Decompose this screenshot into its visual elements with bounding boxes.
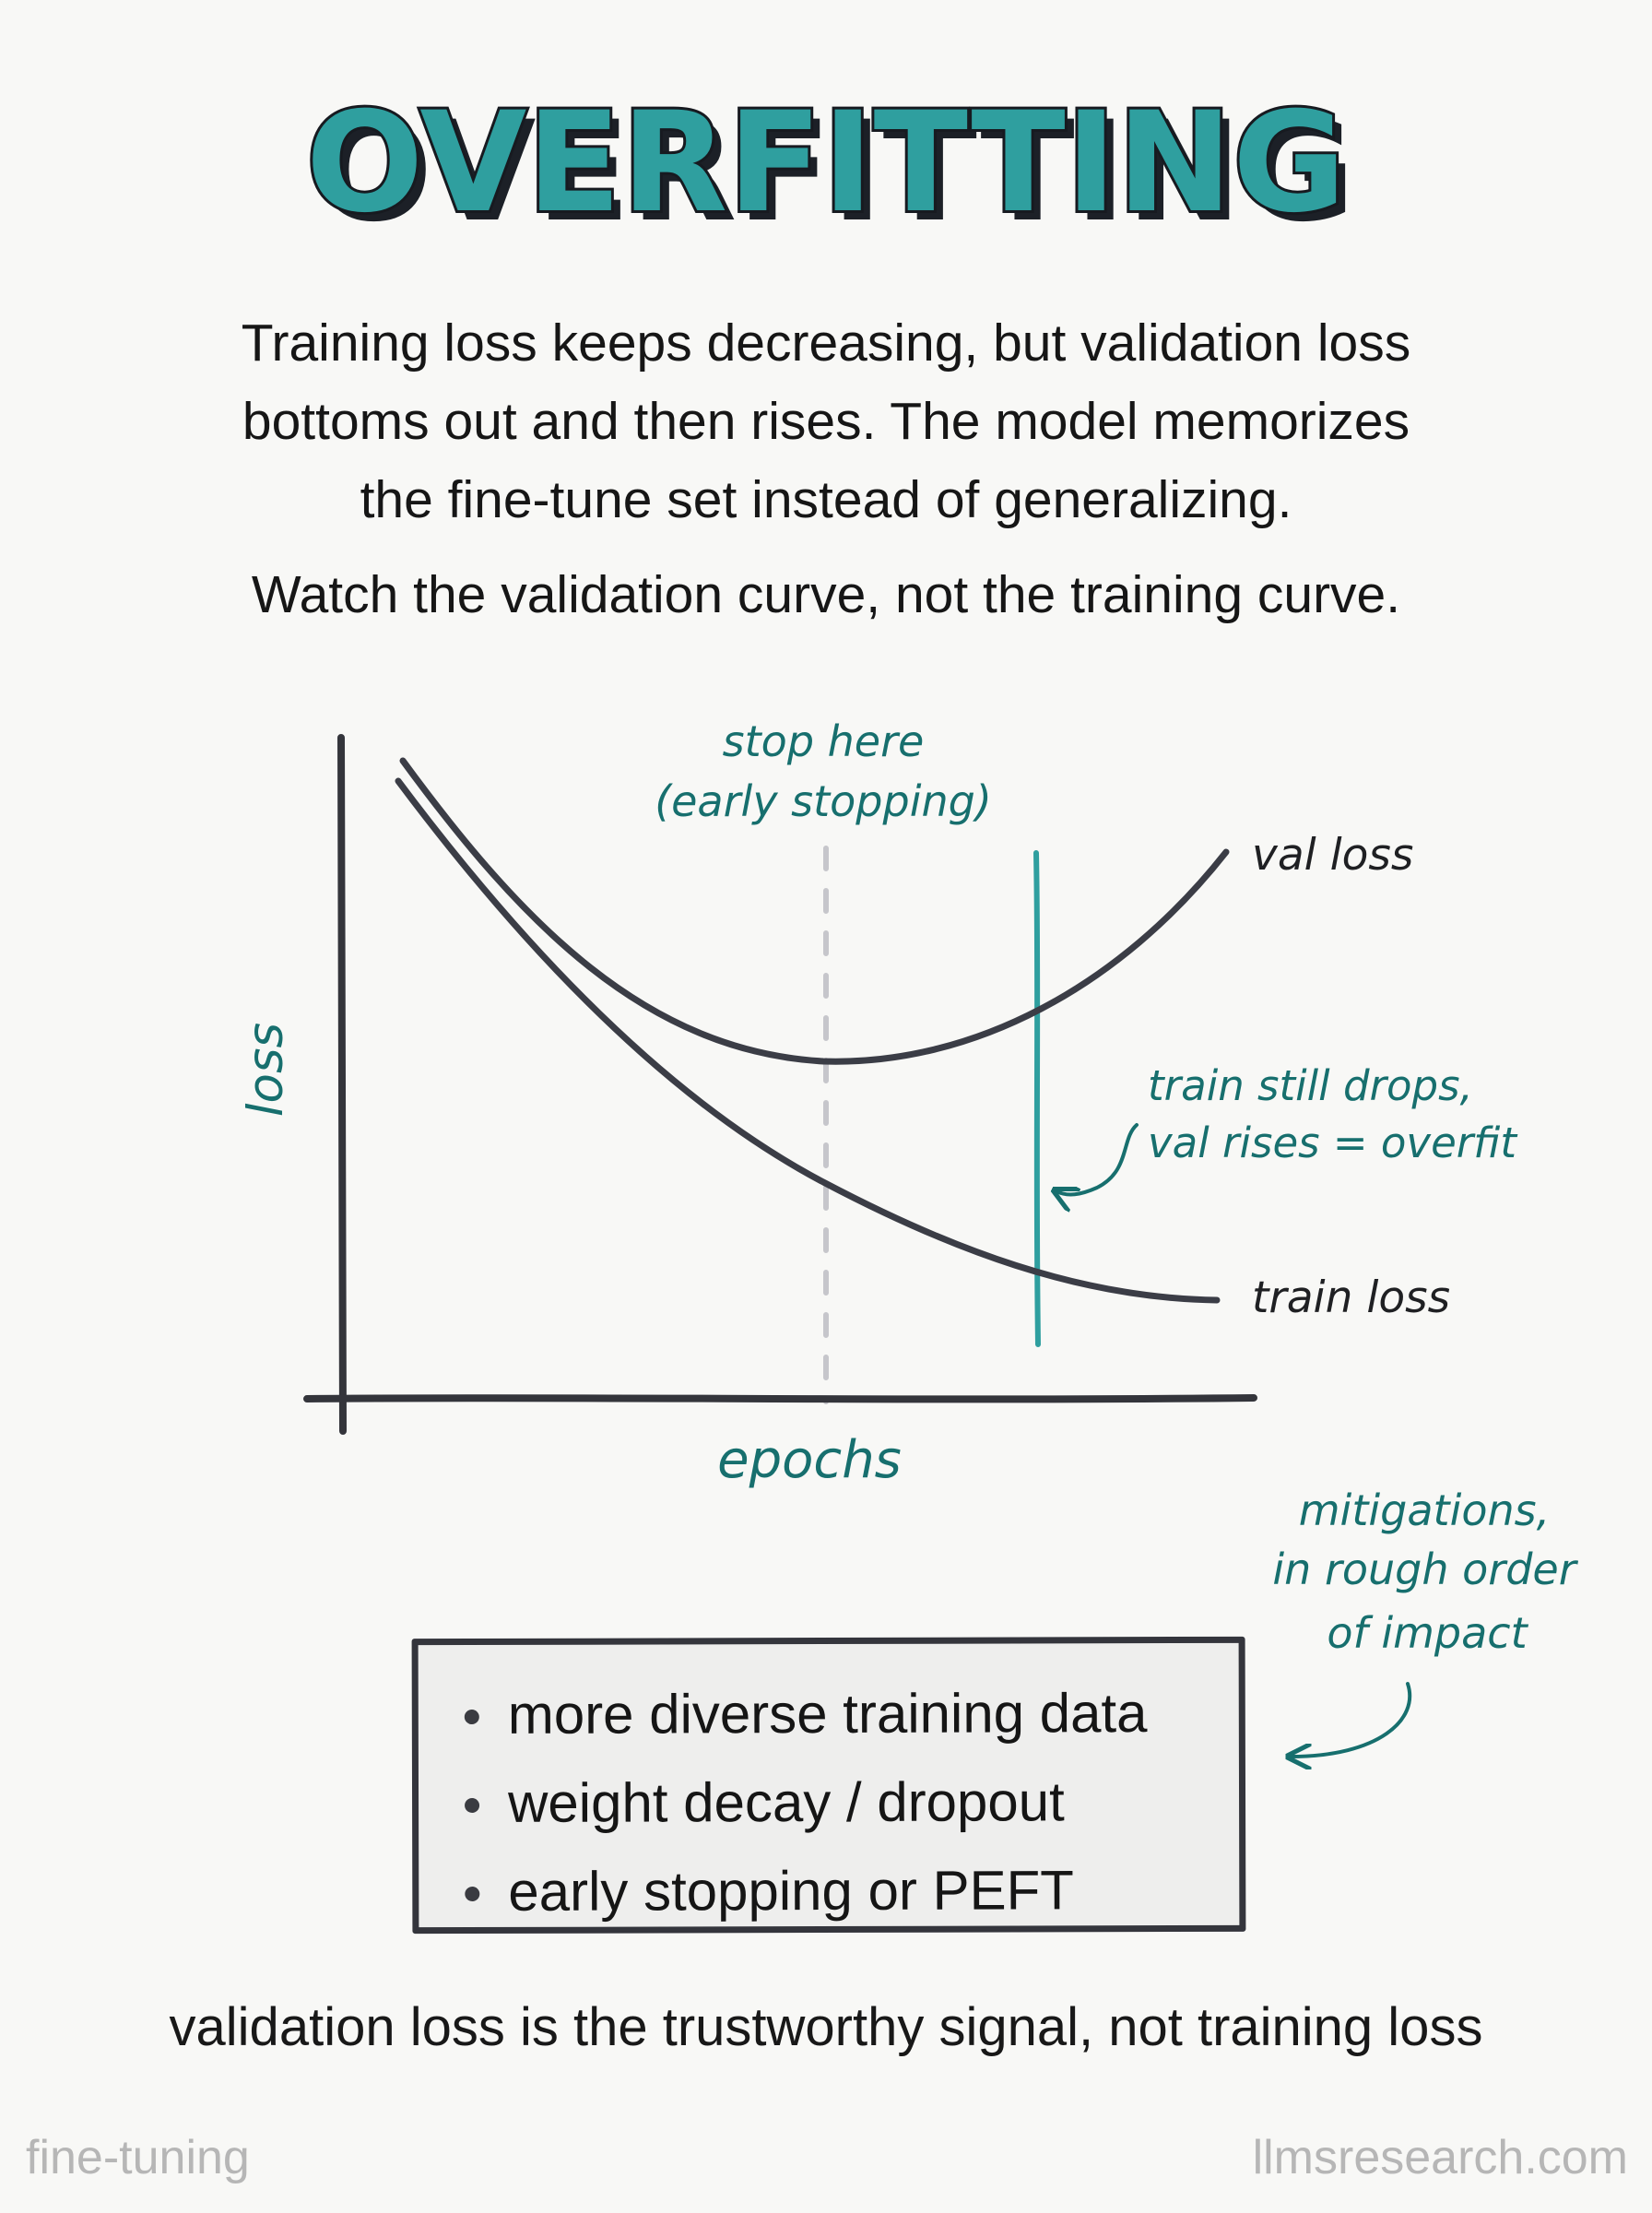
training-loss-curve bbox=[395, 777, 1221, 1304]
overfit-annotation-arrow bbox=[1056, 1123, 1139, 1194]
footer-website: llmsresearch.com bbox=[1252, 2131, 1628, 2184]
val-loss-label: val loss bbox=[1252, 830, 1413, 881]
intro-line-1: Training loss keeps decreasing, but vali… bbox=[241, 314, 1411, 373]
mitigations-annotation-line-2: in rough order bbox=[1272, 1544, 1578, 1594]
mitigations-annotation-arrow bbox=[1291, 1682, 1412, 1757]
overfit-annotation-line-2: val rises = overfit bbox=[1148, 1118, 1518, 1167]
mitigation-item: early stopping or PEFT bbox=[460, 1846, 1239, 1936]
stop-here-annotation: stop here (early stopping) bbox=[655, 716, 992, 826]
title-text: OVERFITTING bbox=[306, 83, 1346, 243]
mitigations-box: more diverse training data weight decay … bbox=[411, 1636, 1246, 1936]
overfit-annotation-line-1: train still drops, bbox=[1148, 1061, 1473, 1110]
conclusion-text: validation loss is the trustworthy signa… bbox=[169, 1997, 1483, 2057]
mitigation-item: more diverse training data bbox=[460, 1669, 1239, 1759]
y-axis-label: loss bbox=[238, 1023, 294, 1117]
x-axis bbox=[303, 1394, 1257, 1403]
mitigations-annotation-extra: of impact bbox=[0, 1608, 1529, 1780]
mitigation-item: weight decay / dropout bbox=[460, 1757, 1239, 1848]
mitigations-list: more diverse training data weight decay … bbox=[419, 1643, 1240, 1936]
intro-line-2: bottoms out and then rises. The model me… bbox=[242, 392, 1410, 451]
overfitting-loss-diagram: stop here (early stopping) val loss trai… bbox=[238, 716, 1579, 1594]
intro-line-3: the fine-tune set instead of generalizin… bbox=[360, 470, 1292, 529]
overfit-annotation: train still drops, val rises = overfit bbox=[1056, 1061, 1518, 1194]
footer-topic: fine-tuning bbox=[26, 2131, 250, 2184]
watch-validation-note: Watch the validation curve, not the trai… bbox=[251, 565, 1401, 624]
stop-here-label: stop here bbox=[723, 716, 925, 766]
title-shadow: OVERFITTING bbox=[315, 92, 1355, 253]
train-loss-label: train loss bbox=[1252, 1272, 1450, 1323]
mitigations-annotation: mitigations, in rough order bbox=[1272, 1485, 1578, 1594]
overfit-vertical-marker bbox=[1033, 850, 1041, 1347]
validation-loss-curve bbox=[399, 757, 1230, 1065]
overfitting-title: OVERFITTING OVERFITTING bbox=[303, 80, 1355, 253]
y-axis bbox=[337, 734, 347, 1435]
intro-text: Training loss keeps decreasing, but vali… bbox=[74, 304, 1578, 634]
x-axis-label: epochs bbox=[717, 1430, 902, 1490]
mitigations-annotation-line-1: mitigations, bbox=[1299, 1485, 1551, 1535]
mitigations-annotation-line-3: of impact bbox=[1327, 1608, 1528, 1658]
early-stopping-label: (early stopping) bbox=[655, 776, 992, 826]
